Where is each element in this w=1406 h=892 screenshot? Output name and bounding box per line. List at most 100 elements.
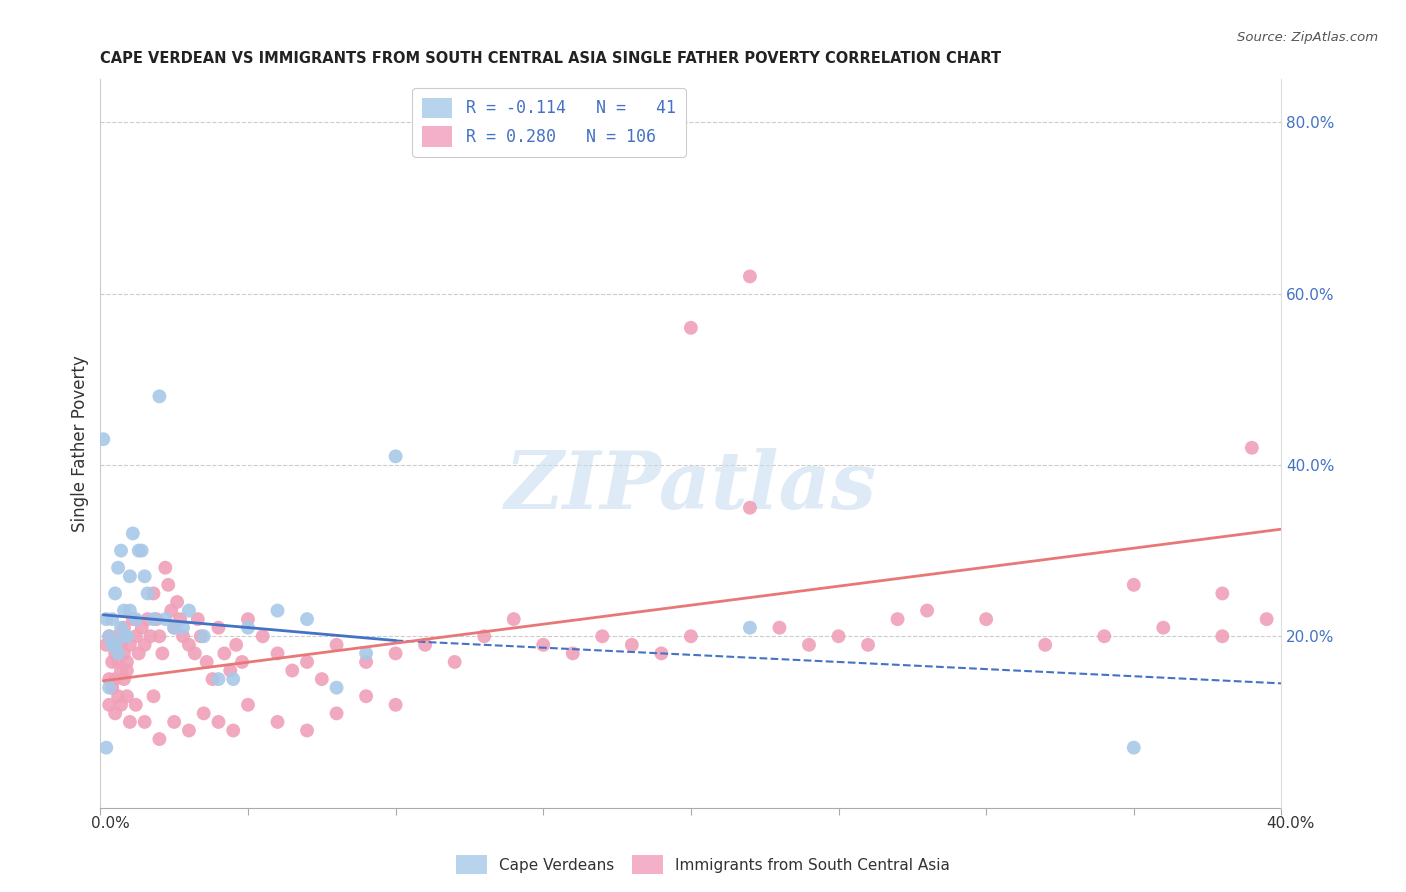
Point [142, 690, 165, 704]
Point [107, 690, 129, 704]
Point [620, 638, 643, 652]
Point [112, 672, 135, 686]
Point [110, 543, 132, 558]
Point [112, 629, 135, 643]
Point [131, 543, 153, 558]
Point [1092, 629, 1115, 643]
Point [134, 638, 156, 652]
Point [768, 621, 790, 635]
Point [148, 629, 170, 643]
Point [96, 612, 118, 626]
Point [110, 621, 132, 635]
Point [104, 647, 127, 661]
Point [142, 586, 165, 600]
Point [295, 612, 318, 626]
Point [354, 655, 377, 669]
Point [163, 621, 186, 635]
Text: Source: ZipAtlas.com: Source: ZipAtlas.com [1237, 31, 1378, 45]
Point [222, 672, 245, 686]
Point [214, 647, 236, 661]
Point [142, 612, 165, 626]
Point [128, 543, 150, 558]
Point [974, 612, 997, 626]
Point [413, 638, 436, 652]
Point [354, 647, 377, 661]
Text: CAPE VERDEAN VS IMMIGRANTS FROM SOUTH CENTRAL ASIA SINGLE FATHER POVERTY CORRELA: CAPE VERDEAN VS IMMIGRANTS FROM SOUTH CE… [100, 51, 1001, 66]
Point [650, 647, 672, 661]
Point [98, 629, 121, 643]
Point [219, 664, 242, 678]
Y-axis label: Single Father Poverty: Single Father Poverty [72, 355, 89, 532]
Point [236, 612, 259, 626]
Point [384, 450, 406, 464]
Point [1240, 441, 1263, 455]
Point [118, 569, 141, 583]
Point [98, 681, 121, 695]
Point [207, 621, 229, 635]
Point [125, 698, 148, 712]
Point [225, 638, 247, 652]
Point [121, 526, 143, 541]
Point [136, 586, 159, 600]
Point [738, 269, 761, 284]
Text: 40.0%: 40.0% [1267, 816, 1315, 831]
Point [101, 681, 124, 695]
Point [384, 698, 406, 712]
Point [169, 612, 191, 626]
Point [177, 638, 200, 652]
Point [150, 647, 173, 661]
Point [190, 629, 212, 643]
Point [222, 723, 245, 738]
Legend: R = -0.114   N =   41, R = 0.280   N = 106: R = -0.114 N = 41, R = 0.280 N = 106 [412, 87, 686, 157]
Point [104, 586, 127, 600]
Point [107, 629, 129, 643]
Point [136, 612, 159, 626]
Point [561, 647, 583, 661]
Point [163, 714, 186, 729]
Point [145, 612, 167, 626]
Point [195, 655, 218, 669]
Point [1211, 629, 1233, 643]
Point [1211, 586, 1233, 600]
Point [193, 629, 215, 643]
Point [121, 612, 143, 626]
Point [295, 655, 318, 669]
Point [104, 638, 127, 652]
Point [207, 672, 229, 686]
Point [118, 714, 141, 729]
Point [118, 603, 141, 617]
Point [115, 629, 138, 643]
Point [104, 672, 127, 686]
Point [201, 672, 224, 686]
Point [827, 629, 849, 643]
Point [1122, 740, 1144, 755]
Point [679, 629, 702, 643]
Point [112, 621, 135, 635]
Text: 0.0%: 0.0% [91, 816, 131, 831]
Point [384, 647, 406, 661]
Point [295, 723, 318, 738]
Point [679, 321, 702, 335]
Point [281, 664, 304, 678]
Point [163, 621, 186, 635]
Point [1256, 612, 1278, 626]
Point [118, 638, 141, 652]
Point [231, 655, 253, 669]
Point [101, 612, 124, 626]
Point [115, 655, 138, 669]
Point [236, 621, 259, 635]
Point [266, 714, 288, 729]
Point [472, 629, 495, 643]
Point [115, 664, 138, 678]
Point [856, 638, 879, 652]
Point [110, 638, 132, 652]
Point [1152, 621, 1174, 635]
Point [266, 603, 288, 617]
Point [738, 621, 761, 635]
Point [325, 638, 347, 652]
Legend: Cape Verdeans, Immigrants from South Central Asia: Cape Verdeans, Immigrants from South Cen… [450, 849, 956, 880]
Point [91, 432, 114, 446]
Point [502, 612, 524, 626]
Point [98, 698, 121, 712]
Point [325, 706, 347, 721]
